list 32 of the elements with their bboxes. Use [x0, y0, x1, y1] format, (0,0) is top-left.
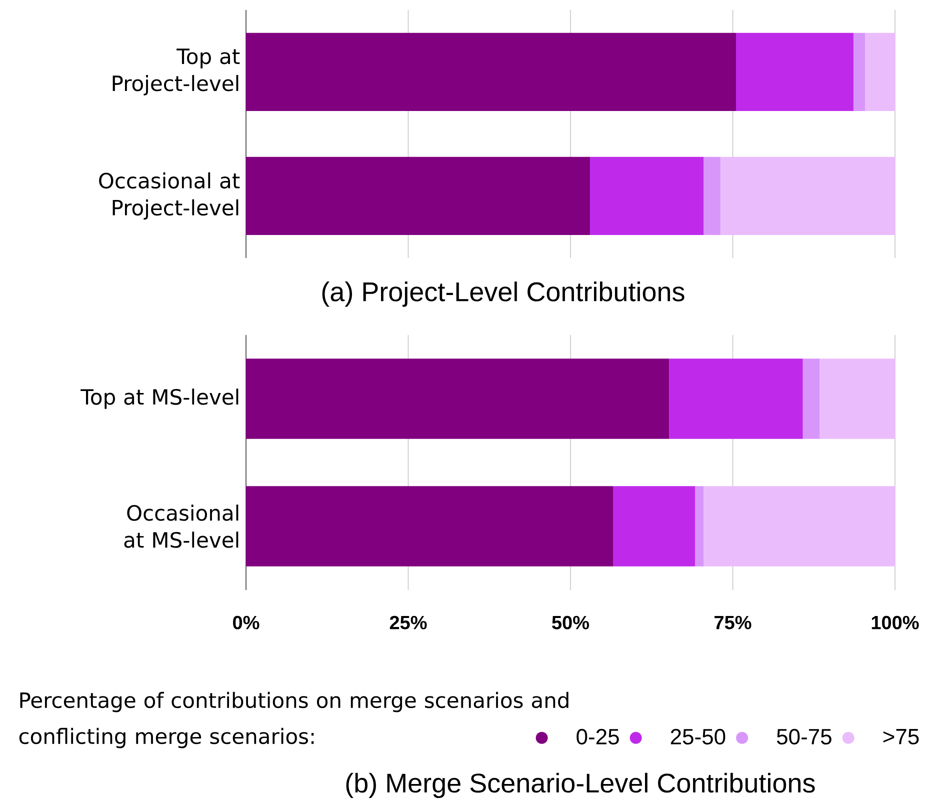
x-tick-label: 0% — [233, 616, 260, 630]
x-tick-label: 100% — [872, 616, 919, 630]
bar — [820, 358, 895, 439]
legend-title: Percentage of contributions on merge scenarios and conflicting merge scenarios: — [19, 692, 568, 748]
bar — [613, 486, 696, 566]
bar — [802, 358, 820, 439]
bar — [590, 156, 704, 236]
text: (a) Project-Level Contributions — [322, 282, 684, 307]
bar — [695, 486, 704, 566]
x-tick-label: 25% — [390, 616, 427, 630]
bar — [246, 156, 590, 236]
bar — [246, 358, 670, 439]
bar — [704, 486, 895, 566]
y-tick-label: Occasional at MS-level — [124, 504, 238, 548]
bar — [853, 32, 866, 112]
x-tick-label: 75% — [714, 616, 752, 630]
bar — [720, 156, 895, 236]
y-tick-label: Top at Project-level — [112, 48, 240, 96]
bar — [704, 156, 720, 236]
bar — [246, 32, 736, 112]
legend-label: >75 — [883, 729, 919, 744]
y-tick-label: Top at MS-level — [80, 388, 238, 409]
legend-label: 50-75 — [776, 728, 832, 745]
legend-label: 25-50 — [670, 728, 726, 745]
x-tick-label: 50% — [552, 616, 589, 630]
text: (b) Merge Scenario-Level Contributions — [346, 772, 815, 798]
legend-label: 0-25 — [576, 728, 619, 745]
bar — [246, 486, 614, 566]
y-tick-label: Occasional at Project-level — [99, 172, 240, 220]
bar — [736, 32, 854, 112]
bar — [669, 358, 803, 439]
bar — [865, 32, 895, 112]
